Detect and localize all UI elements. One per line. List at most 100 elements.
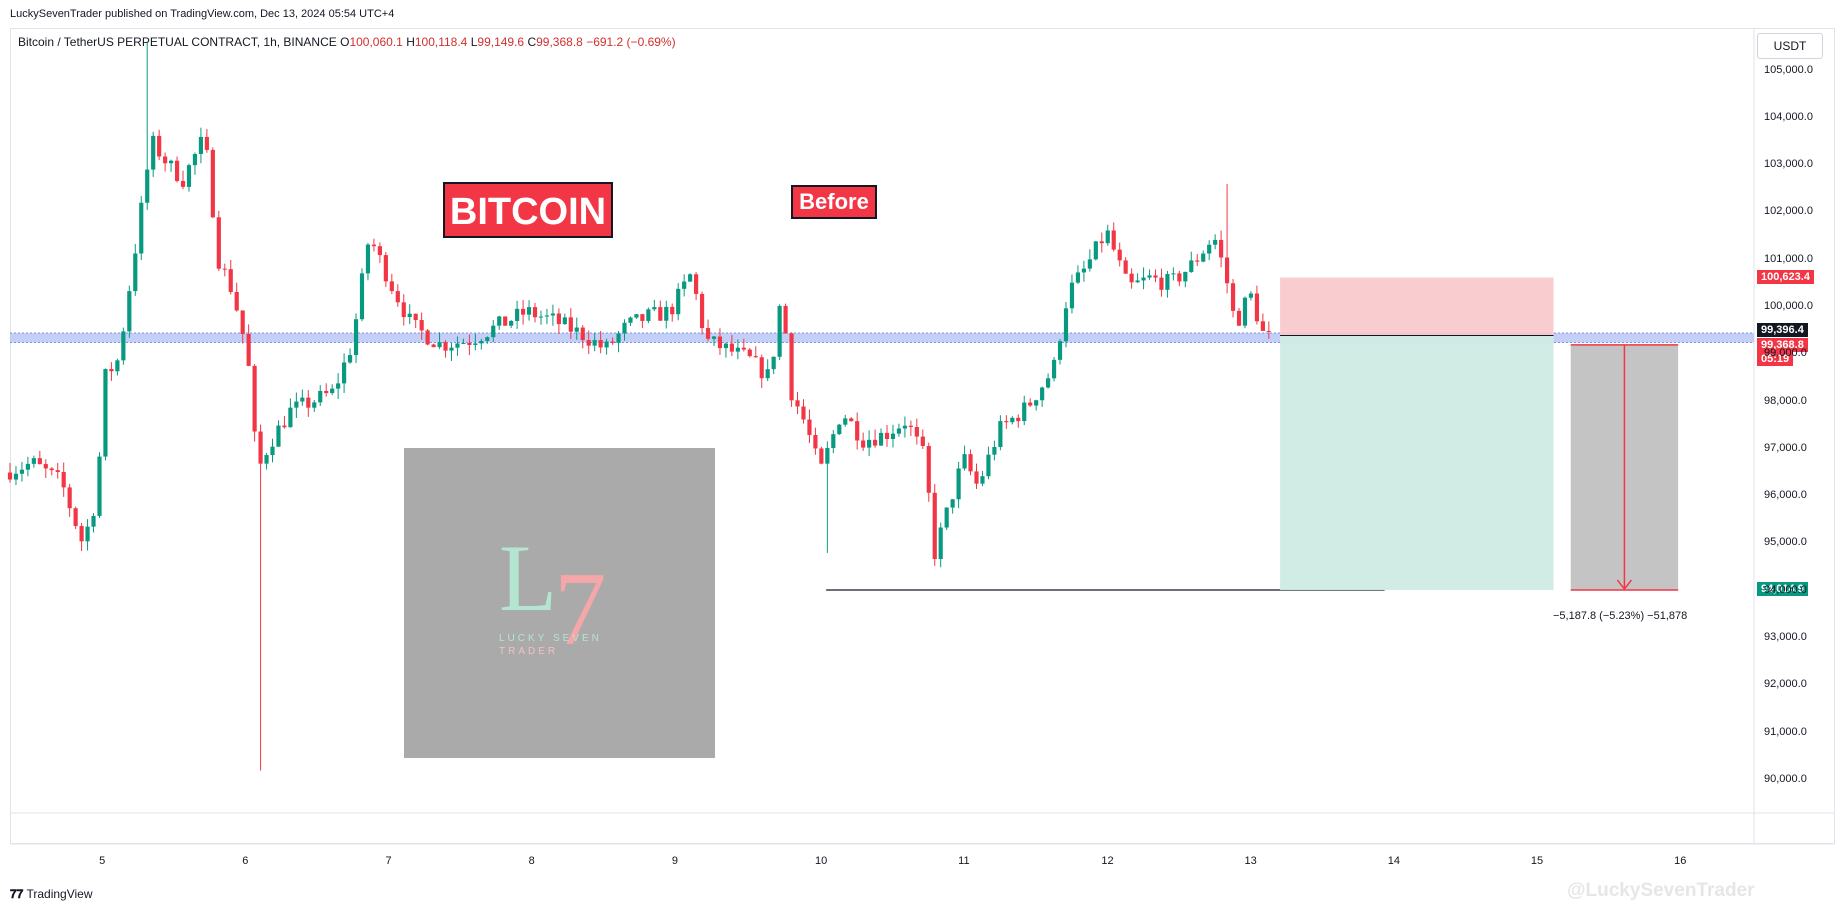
candle-body: [455, 343, 460, 348]
candle-body: [1081, 268, 1086, 273]
before-label-box[interactable]: Before: [791, 185, 877, 219]
candle-body: [79, 525, 84, 542]
candle-body: [210, 149, 215, 218]
candle-body: [377, 246, 382, 256]
candle-body: [568, 317, 573, 332]
price-tick-label: 97,000.0: [1764, 441, 1807, 454]
candle-body: [336, 383, 341, 389]
high-label: H: [406, 35, 415, 49]
support-zone: [10, 333, 1754, 343]
publish-line: LuckySevenTrader published on TradingVie…: [10, 8, 395, 20]
time-tick-label: 5: [99, 855, 106, 867]
open-value: 100,060.1: [349, 35, 403, 49]
logo-text-line2: TRADER: [499, 646, 559, 657]
candle-body: [878, 432, 884, 446]
candle-body: [1147, 275, 1152, 278]
candle-body: [532, 307, 538, 318]
candle-body: [944, 507, 949, 528]
candle-body: [330, 388, 335, 394]
price-tick-label: 93,000.0: [1764, 631, 1807, 644]
candle-body: [747, 349, 752, 357]
candle-body: [192, 154, 198, 166]
candle-body: [622, 322, 627, 334]
candle-body: [1123, 260, 1128, 274]
author-watermark: @LuckySevenTrader: [1567, 880, 1755, 901]
stop-loss-zone: [1280, 277, 1554, 336]
candle-body: [813, 435, 818, 449]
candle-body: [902, 425, 907, 429]
candle-body: [789, 333, 794, 401]
candle-body: [986, 454, 991, 477]
price-tick-label: 105,000.0: [1764, 63, 1813, 76]
logo-letter-l: L: [499, 525, 558, 631]
candle-body: [491, 325, 496, 338]
bitcoin-title-box[interactable]: BITCOIN: [443, 182, 613, 238]
candle-body: [503, 316, 508, 326]
price-tick-label: 98,000.0: [1764, 394, 1807, 407]
candle-body: [950, 499, 955, 508]
candle-body: [1230, 283, 1236, 311]
open-label: O: [340, 35, 350, 49]
candle-body: [395, 291, 400, 303]
price-tick-label: 102,000.0: [1764, 205, 1813, 218]
candle-body: [1087, 259, 1092, 269]
candle-body: [109, 369, 114, 372]
candle-body: [771, 356, 776, 370]
tradingview-logo[interactable]: 𝟕𝟕 TradingView: [10, 887, 93, 902]
candle-body: [312, 402, 317, 408]
time-tick-label: 11: [958, 855, 970, 867]
candle-body: [914, 426, 919, 437]
candle-body: [932, 492, 937, 559]
candle-body: [1207, 244, 1212, 254]
candle-body: [837, 424, 842, 435]
candle-body: [342, 362, 347, 384]
time-tick-label: 7: [385, 855, 392, 867]
candle-body: [694, 274, 699, 294]
close-value: 99,368.8: [536, 35, 583, 49]
candle-body: [580, 327, 585, 341]
candle-body: [890, 433, 896, 439]
price-tick-label: 91,000.0: [1764, 725, 1807, 738]
candle-body: [1260, 321, 1265, 331]
candle-body: [872, 439, 878, 446]
candle-body: [1063, 308, 1069, 342]
candle-body: [228, 269, 233, 293]
candle-body: [282, 425, 287, 428]
candle-body: [437, 342, 442, 348]
last-price-tag: 99,368.8: [1757, 337, 1808, 352]
candle-body: [1248, 293, 1254, 298]
candle-body: [73, 508, 78, 526]
candle-body: [97, 456, 102, 516]
candle-body: [962, 454, 967, 469]
time-tick-label: 14: [1387, 855, 1400, 867]
candle-body: [711, 336, 717, 339]
candle-body: [180, 181, 186, 187]
candle-body: [1201, 253, 1206, 262]
candle-body: [1165, 274, 1170, 290]
candle-body: [628, 317, 633, 323]
candle-body: [908, 425, 913, 427]
candle-body: [1117, 249, 1122, 261]
candle-body: [216, 217, 221, 269]
candle-body: [145, 169, 150, 203]
candle-body: [974, 471, 979, 484]
candle-body: [604, 341, 609, 348]
candle-body: [956, 468, 961, 500]
low-label: L: [470, 35, 478, 49]
candle-body: [318, 390, 323, 403]
time-tick-label: 8: [528, 855, 535, 867]
price-tick-label: 96,000.0: [1764, 489, 1807, 502]
candle-body: [1034, 400, 1039, 406]
candle-body: [640, 314, 645, 321]
price-tick-label: 104,000.0: [1764, 110, 1813, 123]
candle-body: [43, 464, 48, 469]
candle-body: [753, 356, 758, 358]
candle-body: [1046, 378, 1051, 388]
candle-body: [163, 156, 168, 164]
candle-body: [246, 333, 251, 366]
candle-body: [1189, 260, 1194, 272]
currency-button[interactable]: USDT: [1757, 33, 1823, 59]
candle-body: [777, 305, 782, 357]
candle-body: [1254, 293, 1259, 322]
